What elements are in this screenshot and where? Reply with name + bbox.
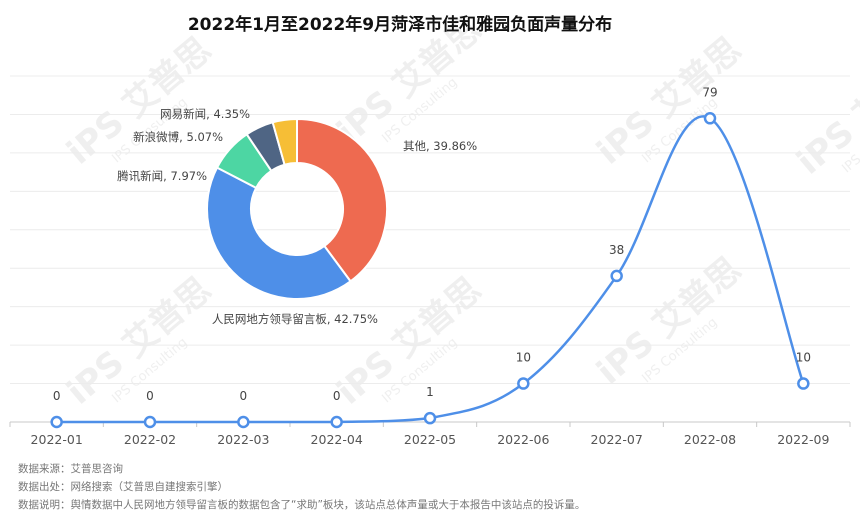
- watermark-logo: iPS 艾普思: [589, 30, 749, 173]
- x-axis: 2022-01 2022-02 2022-03 2022-04 2022-05 2022-…: [9, 421, 851, 447]
- slice-label: 其他, 39.86%: [403, 139, 477, 153]
- slice-label: 网易新闻, 4.35%: [160, 107, 250, 121]
- x-tick-label: 2022-09: [777, 432, 829, 447]
- data-point: [610, 269, 623, 283]
- x-tick-label: 2022-02: [124, 432, 176, 447]
- x-tick-label: 2022-07: [591, 432, 643, 447]
- watermark-logo: iPS 艾普思: [329, 270, 489, 413]
- footer-origin: 数据出处：网络搜索（艾普思自建搜索引擎）: [18, 481, 228, 493]
- footer-note: 数据说明：舆情数据中人民网地方领导留言板的数据包含了“求助”板块，该站点总体声量…: [18, 499, 586, 511]
- x-tick-label: 2022-05: [404, 432, 456, 447]
- series-line: [56, 115, 805, 424]
- donut-slice: [206, 166, 352, 300]
- data-point: [50, 415, 63, 429]
- x-tick-label: 2022-04: [311, 432, 363, 447]
- data-point: [330, 415, 343, 429]
- donut-slice: [296, 117, 388, 283]
- data-label: 0: [53, 389, 61, 403]
- data-label: 1: [426, 385, 434, 399]
- data-label: 0: [146, 389, 154, 403]
- data-point: [423, 411, 437, 425]
- data-label: 0: [240, 389, 248, 403]
- data-point: [797, 377, 810, 390]
- data-label: 38: [609, 243, 624, 257]
- data-point: [703, 112, 717, 125]
- line-series: 0 0 0 0 1 10 38 79 10: [50, 85, 811, 429]
- data-label: 10: [516, 351, 531, 365]
- x-tick-label: 2022-03: [217, 432, 269, 447]
- x-tick-label: 2022-06: [497, 432, 549, 447]
- data-label: 79: [702, 85, 717, 99]
- donut-slice: [271, 117, 298, 166]
- data-label: 0: [333, 389, 341, 403]
- chart-title: 2022年1月至2022年9月菏泽市佳和雅园负面声量分布: [187, 15, 613, 35]
- data-point: [517, 377, 530, 390]
- slice-label: 新浪微博, 5.07%: [133, 130, 223, 144]
- x-tick-label: 2022-01: [31, 432, 83, 447]
- footer-source: 数据来源：艾普思咨询: [18, 463, 123, 475]
- slice-label: 人民网地方领导留言板, 42.75%: [212, 312, 378, 326]
- data-point: [237, 415, 250, 429]
- slice-label: 腾讯新闻, 7.97%: [117, 169, 207, 183]
- watermark-logo: iPS 艾普思: [59, 270, 219, 413]
- footer: 数据来源：艾普思咨询 数据出处：网络搜索（艾普思自建搜索引擎） 数据说明：舆情数…: [18, 460, 585, 514]
- data-label: 10: [796, 351, 811, 365]
- x-tick-label: 2022-08: [684, 432, 736, 447]
- data-point: [143, 415, 157, 429]
- watermark-logo: iPS 艾普思: [59, 30, 219, 173]
- donut-chart: 其他, 39.86% 人民网地方领导留言板, 42.75% 腾讯新闻, 7.97% 新…: [117, 107, 477, 326]
